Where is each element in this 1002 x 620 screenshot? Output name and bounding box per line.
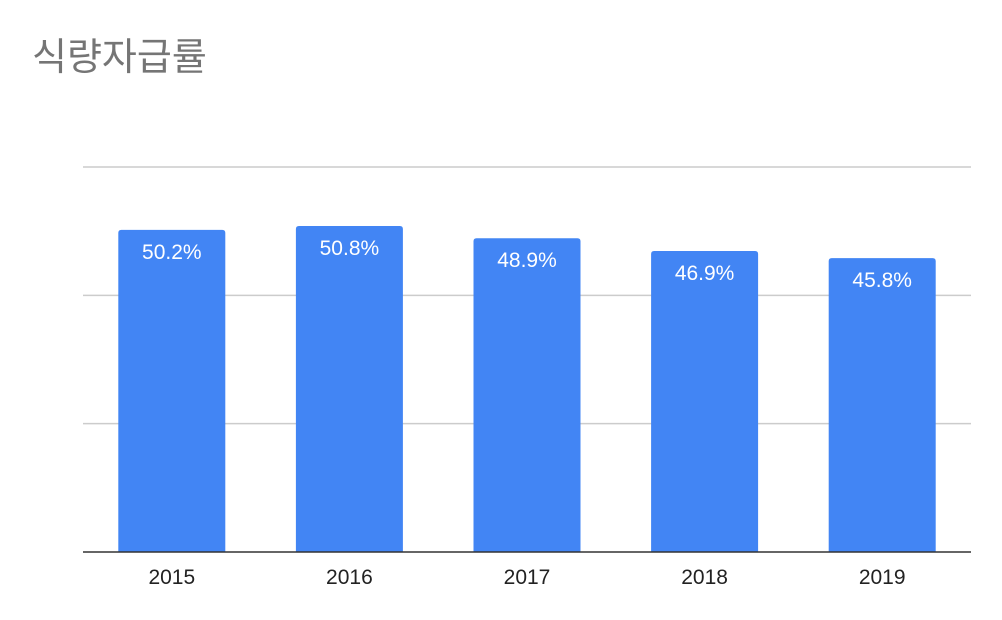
data-label-2015: 50.2% bbox=[142, 241, 202, 264]
x-tick-label-2018: 2018 bbox=[681, 566, 728, 589]
bar-2018 bbox=[651, 251, 759, 552]
bar-2017 bbox=[473, 238, 581, 552]
bar-2015 bbox=[118, 229, 226, 552]
bar-2019 bbox=[828, 258, 936, 552]
bar-2016 bbox=[295, 226, 403, 553]
data-label-2017: 48.9% bbox=[497, 249, 557, 272]
data-label-2016: 50.8% bbox=[320, 237, 380, 260]
data-label-2018: 46.9% bbox=[675, 262, 735, 285]
x-tick-label-2019: 2019 bbox=[859, 566, 906, 589]
x-tick-label-2015: 2015 bbox=[148, 566, 195, 589]
data-label-2019: 45.8% bbox=[852, 269, 912, 292]
x-tick-label-2016: 2016 bbox=[326, 566, 373, 589]
x-tick-label-2017: 2017 bbox=[504, 566, 551, 589]
chart-title: 식량자급률 bbox=[32, 35, 207, 79]
